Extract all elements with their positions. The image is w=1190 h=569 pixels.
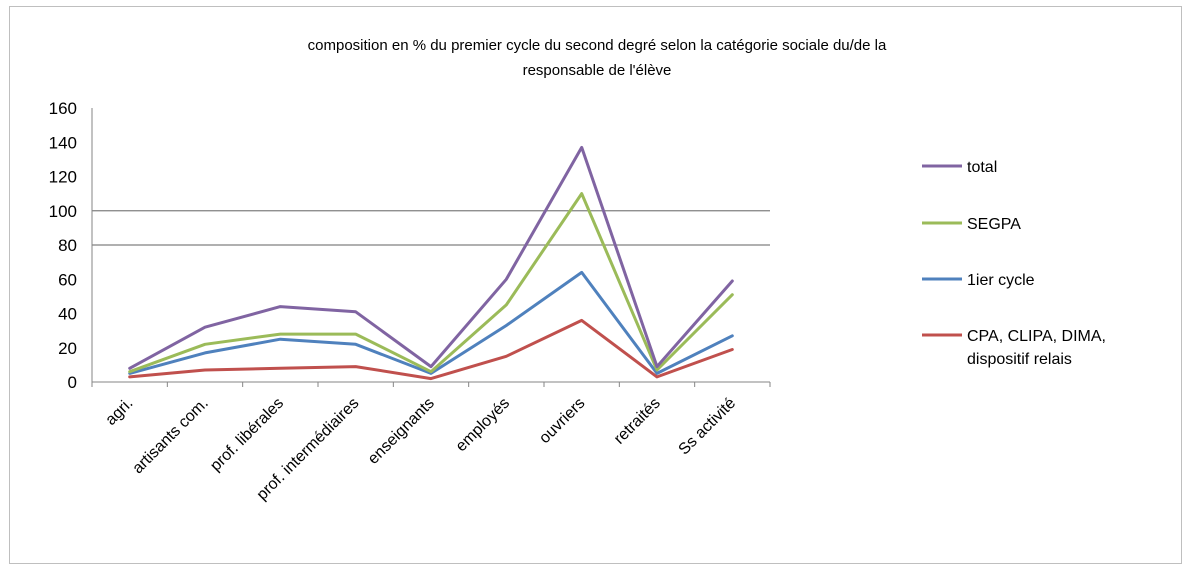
x-tick-label: enseignants xyxy=(365,395,438,468)
legend-label: total xyxy=(967,159,997,176)
x-tick-label: artisants com. xyxy=(129,395,211,477)
y-tick-label: 120 xyxy=(49,168,77,187)
legend: total SEGPA 1ier cycle CPA, CLIPA, DIMA, dis… xyxy=(922,159,1106,368)
legend-label: SEGPA xyxy=(967,216,1021,233)
x-tick-label: employés xyxy=(453,395,513,455)
y-tick-label: 40 xyxy=(58,305,77,324)
y-tick-label: 100 xyxy=(49,202,77,221)
x-tick-label: ouvriers xyxy=(536,395,588,447)
y-tick-label: 60 xyxy=(58,270,77,289)
y-tick-label: 0 xyxy=(68,373,77,392)
legend-label: dispositif relais xyxy=(967,351,1072,368)
y-tick-label: 20 xyxy=(58,339,77,358)
series-line xyxy=(128,192,734,374)
x-tick-label: retraités xyxy=(611,395,664,448)
series-line xyxy=(128,145,734,370)
legend-label: 1ier cycle xyxy=(967,272,1035,289)
y-tick-label: 80 xyxy=(58,236,77,255)
series-line xyxy=(128,318,734,381)
chart-title-line-2: responsable de l'élève xyxy=(523,62,672,79)
y-axis-tick-labels: 160 140 120 100 80 60 40 20 0 xyxy=(49,99,77,392)
x-tick-label: agri. xyxy=(102,395,136,429)
y-tick-label: 160 xyxy=(49,99,77,118)
gridlines xyxy=(92,210,770,246)
chart-frame xyxy=(9,6,1182,564)
axes xyxy=(91,108,771,387)
series-line xyxy=(128,270,734,375)
legend-label: CPA, CLIPA, DIMA, xyxy=(967,328,1106,345)
chart-title: composition en % du premier cycle du sec… xyxy=(308,37,887,79)
chart-title-line-1: composition en % du premier cycle du sec… xyxy=(308,37,887,54)
x-tick-label: Ss activité xyxy=(676,395,740,459)
series-lines xyxy=(128,145,734,381)
y-tick-label: 140 xyxy=(49,133,77,152)
x-tick-label: prof. libérales xyxy=(207,395,287,475)
x-axis-tick-labels: agri.artisants com.prof. libéralesprof. … xyxy=(102,395,739,504)
